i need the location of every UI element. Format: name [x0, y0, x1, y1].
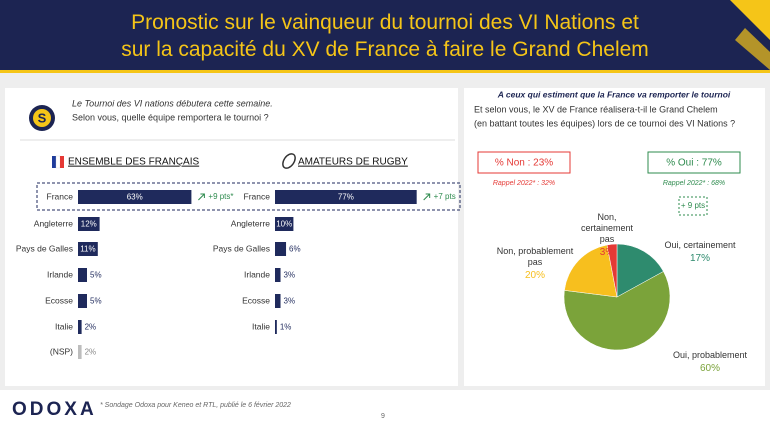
non-total: % Non : 23% [495, 158, 553, 169]
bar [78, 268, 87, 282]
chart-title: ENSEMBLE DES FRANÇAIS [68, 157, 199, 168]
slice-value: 17% [689, 253, 710, 264]
category-label: (NSP) [50, 346, 73, 356]
coin-icon [33, 109, 51, 127]
ball-icon [282, 153, 296, 169]
category-label: France [47, 191, 74, 201]
bar [78, 345, 82, 359]
category-label: Ecosse [45, 295, 73, 305]
value-label: 3% [284, 271, 296, 280]
value-label: 2% [85, 348, 97, 357]
oui-total: % Oui : 77% [666, 158, 722, 169]
bar [78, 294, 87, 308]
value-label: 11% [80, 245, 95, 254]
category-label: Angleterre [231, 218, 270, 228]
coin-symbol: S [38, 110, 47, 125]
panel-question: (en battant toutes les équipes) lors de … [474, 118, 735, 128]
non-box [477, 151, 571, 174]
bar [275, 242, 287, 256]
value-label: 2% [85, 323, 97, 332]
value-label: 5% [90, 271, 102, 280]
slide-title: Pronostic sur le vainqueur du tournoi de… [121, 11, 649, 61]
trend-arrow [423, 193, 431, 201]
slice-name: Oui, probablement [672, 350, 748, 360]
bar [78, 190, 192, 204]
bar [275, 294, 281, 308]
slice-label: Non, certainement pas 3% [567, 212, 647, 258]
pie-slice [563, 271, 671, 351]
value-label: 6% [289, 245, 301, 254]
bar [275, 268, 281, 282]
value-label: 12% [81, 220, 97, 229]
bar [275, 190, 417, 204]
category-label: Italie [55, 321, 73, 331]
non-rappel: Rappel 2022* : 32% [493, 180, 555, 187]
slice-value: 3% [599, 247, 615, 258]
value-label: 3% [284, 297, 296, 306]
pie-slice [616, 243, 664, 298]
panel-intro: A ceux qui estiment que la France va rem… [497, 89, 731, 99]
slice-name: Oui, certainement [664, 240, 736, 250]
bar [275, 217, 294, 231]
footnote: * Sondage Odoxa pour Keneo et RTL, publi… [100, 402, 291, 409]
category-label: Angleterre [34, 218, 73, 228]
page-number: 9 [381, 413, 385, 420]
highlight-box [36, 182, 461, 211]
category-label: Irlande [47, 269, 73, 279]
slice-value: 60% [699, 363, 720, 374]
oui-box [647, 151, 741, 174]
corner-deco [730, 0, 770, 40]
category-label: Irlande [244, 269, 270, 279]
left-panel [5, 88, 458, 386]
bar [78, 217, 100, 231]
bar [275, 320, 277, 334]
value-label: 10% [276, 220, 292, 229]
oui-evolution: + 9 pts [681, 201, 705, 210]
value-label: 1% [280, 323, 292, 332]
question-line: Selon vous, quelle équipe remportera le … [72, 112, 269, 122]
oui-rappel: Rappel 2022* : 68% [663, 180, 725, 187]
slice-label: Oui, probablement 60% [670, 350, 750, 374]
value-label: 5% [90, 297, 102, 306]
evolution-box [678, 196, 708, 216]
slice-name: Non, certainement pas [580, 212, 634, 244]
category-label: Pays de Galles [213, 243, 270, 253]
annotation: +9 pts* [208, 192, 233, 201]
panel-question: Et selon vous, le XV de France réalisera… [474, 104, 718, 114]
header-band [0, 0, 770, 70]
bar [78, 320, 82, 334]
category-label: Italie [252, 321, 270, 331]
bar [78, 242, 98, 256]
value-label: 77% [338, 193, 354, 202]
question-line: Le Tournoi des VI nations débutera cette… [72, 98, 273, 108]
footer-band [0, 390, 770, 435]
slice-value: 20% [524, 270, 545, 281]
trend-arrow [198, 193, 205, 201]
slice-label: Non, probablement pas 20% [495, 246, 575, 281]
chart-title: AMATEURS DE RUGBY [298, 157, 408, 168]
value-label: 63% [127, 193, 143, 202]
flag [60, 156, 64, 168]
pie-slice [606, 243, 618, 298]
category-label: Ecosse [242, 295, 270, 305]
category-label: Pays de Galles [16, 243, 73, 253]
pie-slice [564, 244, 618, 298]
slice-label: Oui, certainement 17% [660, 240, 740, 264]
flag [55, 155, 61, 169]
header-rule [0, 70, 770, 73]
annotation: +7 pts [434, 192, 456, 201]
logo: ODOXA [12, 399, 97, 420]
flag [52, 156, 56, 168]
corner-deco [735, 28, 770, 70]
slice-name: Non, probablement pas [496, 246, 574, 267]
category-label: France [244, 191, 271, 201]
